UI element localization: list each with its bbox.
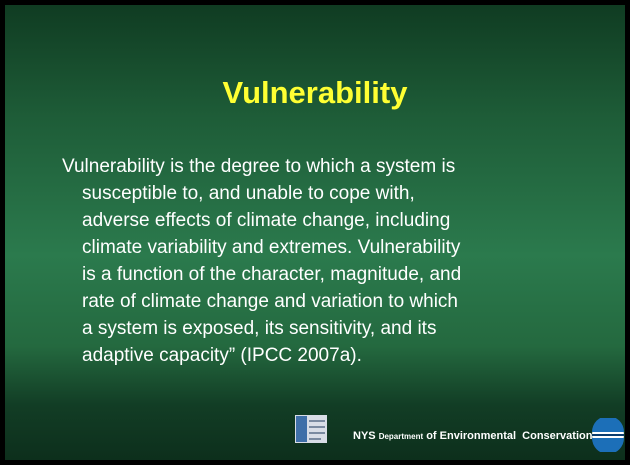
body-line: adverse effects of climate change, inclu… xyxy=(82,210,451,231)
body-line: rate of climate change and variation to … xyxy=(82,291,458,312)
slide-title: Vulnerability xyxy=(222,75,408,110)
footer-text: NYS Department of Environmental Conserva… xyxy=(353,430,592,442)
slide: Vulnerability Vulnerability is the degre… xyxy=(5,5,625,460)
footer-org: NYS xyxy=(353,430,376,442)
body-line: adaptive capacity” (IPCC 2007a). xyxy=(82,345,362,366)
footer-logo xyxy=(295,415,327,443)
body-line: climate variability and extremes. Vulner… xyxy=(82,237,461,258)
dec-logo xyxy=(592,418,624,452)
body-line: susceptible to, and unable to cope with, xyxy=(82,183,415,204)
footer-org: of Environmental Conservation xyxy=(426,430,593,442)
body-line: is a function of the character, magnitud… xyxy=(82,264,462,285)
slide-body: Vulnerability is the degree to which a s… xyxy=(62,153,622,369)
footer-org: Department xyxy=(378,432,424,441)
body-line: a system is exposed, its sensitivity, an… xyxy=(82,318,437,339)
body-line: Vulnerability is the degree to which a s… xyxy=(62,156,456,177)
